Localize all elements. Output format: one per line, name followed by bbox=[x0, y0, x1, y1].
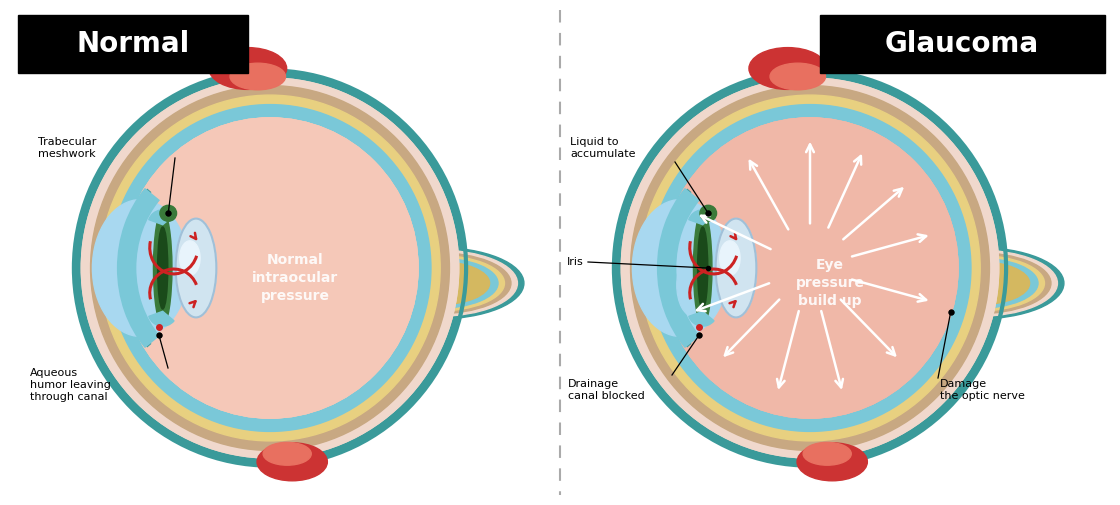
Text: Trabecular
meshwork: Trabecular meshwork bbox=[38, 137, 96, 159]
Ellipse shape bbox=[368, 255, 504, 311]
Text: Aqueous
humor leaving
through canal: Aqueous humor leaving through canal bbox=[30, 368, 111, 402]
Ellipse shape bbox=[716, 219, 756, 318]
Ellipse shape bbox=[622, 78, 999, 458]
Text: Iris: Iris bbox=[567, 257, 584, 267]
Wedge shape bbox=[149, 210, 174, 225]
Text: Normal
intraocular
pressure: Normal intraocular pressure bbox=[252, 252, 338, 304]
Text: Normal: Normal bbox=[76, 30, 189, 58]
Ellipse shape bbox=[362, 252, 511, 314]
Ellipse shape bbox=[749, 47, 827, 89]
Ellipse shape bbox=[650, 105, 971, 431]
FancyBboxPatch shape bbox=[18, 15, 248, 73]
Ellipse shape bbox=[122, 118, 418, 418]
Wedge shape bbox=[689, 311, 715, 326]
Ellipse shape bbox=[383, 262, 489, 305]
Ellipse shape bbox=[82, 78, 459, 458]
Ellipse shape bbox=[771, 63, 825, 90]
Ellipse shape bbox=[698, 227, 708, 309]
Ellipse shape bbox=[803, 442, 851, 465]
Ellipse shape bbox=[82, 78, 459, 458]
Text: Liquid to
accumulate: Liquid to accumulate bbox=[570, 137, 635, 159]
Ellipse shape bbox=[915, 258, 1038, 309]
Ellipse shape bbox=[676, 254, 710, 317]
Ellipse shape bbox=[160, 206, 177, 221]
Ellipse shape bbox=[662, 118, 958, 418]
Ellipse shape bbox=[100, 95, 440, 441]
Ellipse shape bbox=[633, 199, 729, 336]
Ellipse shape bbox=[693, 211, 712, 325]
Ellipse shape bbox=[640, 95, 980, 441]
Ellipse shape bbox=[230, 63, 286, 90]
Ellipse shape bbox=[258, 443, 327, 481]
Ellipse shape bbox=[179, 241, 200, 275]
Ellipse shape bbox=[122, 118, 418, 418]
FancyBboxPatch shape bbox=[820, 15, 1105, 73]
Text: Glaucoma: Glaucoma bbox=[885, 30, 1039, 58]
Ellipse shape bbox=[650, 105, 971, 431]
Ellipse shape bbox=[91, 86, 449, 450]
Ellipse shape bbox=[176, 219, 216, 318]
Text: Damage
the optic nerve: Damage the optic nerve bbox=[940, 379, 1025, 401]
Ellipse shape bbox=[158, 227, 168, 309]
Text: Drainage
canal blocked: Drainage canal blocked bbox=[568, 379, 645, 401]
Ellipse shape bbox=[122, 118, 418, 418]
Ellipse shape bbox=[908, 255, 1045, 311]
Ellipse shape bbox=[109, 105, 431, 431]
Ellipse shape bbox=[375, 258, 498, 309]
Ellipse shape bbox=[74, 70, 466, 466]
Wedge shape bbox=[149, 311, 174, 326]
Ellipse shape bbox=[349, 247, 524, 319]
Ellipse shape bbox=[662, 118, 958, 418]
Wedge shape bbox=[689, 210, 715, 225]
Ellipse shape bbox=[355, 250, 517, 317]
Ellipse shape bbox=[896, 250, 1057, 317]
Ellipse shape bbox=[91, 86, 449, 450]
Ellipse shape bbox=[720, 241, 740, 275]
Ellipse shape bbox=[109, 105, 431, 431]
Ellipse shape bbox=[662, 118, 958, 418]
Ellipse shape bbox=[100, 95, 440, 441]
Ellipse shape bbox=[797, 443, 867, 481]
Ellipse shape bbox=[889, 247, 1064, 319]
Ellipse shape bbox=[614, 70, 1006, 466]
Ellipse shape bbox=[153, 211, 172, 325]
Ellipse shape bbox=[923, 262, 1029, 305]
Ellipse shape bbox=[700, 206, 717, 221]
Ellipse shape bbox=[622, 78, 999, 458]
Ellipse shape bbox=[640, 95, 980, 441]
Ellipse shape bbox=[631, 86, 989, 450]
Ellipse shape bbox=[631, 86, 989, 450]
Text: Eye
pressure
build up: Eye pressure build up bbox=[795, 258, 865, 309]
Ellipse shape bbox=[92, 199, 188, 336]
Ellipse shape bbox=[263, 442, 311, 465]
Ellipse shape bbox=[902, 252, 1051, 314]
Ellipse shape bbox=[209, 47, 287, 89]
